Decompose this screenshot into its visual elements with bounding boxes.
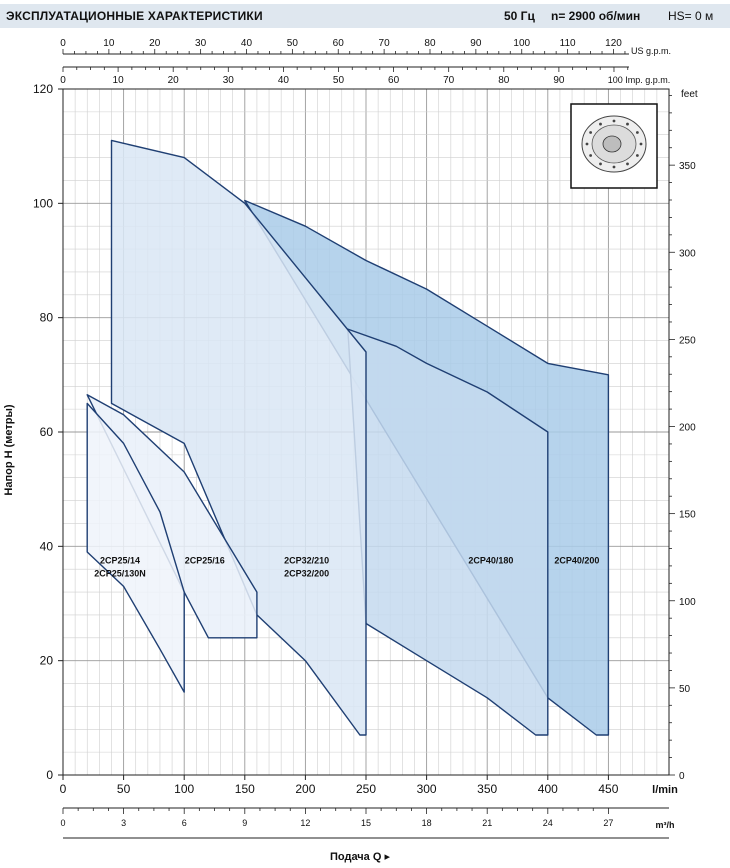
imp-gpm-tick-label: 50 [333,75,345,86]
region-2cp32-210 [110,139,367,736]
m3h-tick-label: 18 [422,818,432,828]
region-label: 2CP32/210 [284,555,329,565]
x-unit-lmin: l/min [652,784,678,796]
imp-gpm-label: 100 Imp. g.p.m. [608,75,671,85]
imp-gpm-tick-label: 90 [553,75,565,86]
x-tick-label: 250 [356,782,376,796]
m3h-tick-label: 0 [60,818,65,828]
pump-bolt-icon [585,142,589,146]
feet-tick-label: 200 [679,423,696,434]
feet-tick-label: 0 [679,771,685,782]
region-label: 2CP25/130N [94,568,146,578]
imp-gpm-tick-label: 0 [60,75,66,86]
x-axis-title: Подача Q ▸ [300,850,420,863]
m3h-tick-label: 9 [242,818,247,828]
pump-bolt-icon [599,162,602,166]
y-tick-label: 120 [33,82,53,96]
pump-bolt-icon [639,142,643,146]
feet-tick-label: 350 [679,161,696,172]
x-axis-arrow-icon: ▸ [384,851,391,863]
us-gpm-tick-label: 50 [287,38,299,49]
region-label: 2CP25/16 [185,555,225,565]
feet-label: feet [681,89,698,100]
imp-gpm-tick-label: 30 [223,75,235,86]
pump-bolt-icon [635,154,639,157]
x-tick-label: 300 [417,782,437,796]
x-tick-label: 50 [117,782,131,796]
region-2cp40-180 [347,328,549,736]
x-tick-label: 150 [235,782,255,796]
feet-tick-label: 300 [679,248,696,259]
imp-gpm-tick-label: 20 [168,75,180,86]
pump-bolt-icon [612,165,616,169]
us-gpm-label: US g.p.m. [631,46,671,56]
y-tick-label: 20 [40,654,54,668]
y-tick-label: 100 [33,196,53,210]
us-gpm-tick-label: 0 [60,38,66,49]
pump-bolt-icon [612,119,616,123]
us-gpm-tick-label: 120 [605,38,622,49]
region-2cp25-14 [86,402,185,693]
us-gpm-tick-label: 100 [513,38,530,49]
y-tick-label: 40 [40,539,54,553]
imp-gpm-tick-label: 70 [443,75,455,86]
m3h-tick-label: 12 [300,818,310,828]
x-tick-label: 0 [60,782,67,796]
y-tick-label: 60 [40,425,54,439]
x-tick-label: 400 [538,782,558,796]
x-tick-label: 350 [477,782,497,796]
imp-gpm-tick-label: 60 [388,75,400,86]
x-unit-m3h: m³/h [656,820,675,830]
header-title: ЭКСПЛУАТАЦИОННЫЕ ХАРАКТЕРИСТИКИ [6,9,263,23]
imp-gpm-tick-label: 80 [498,75,510,86]
us-gpm-tick-label: 60 [333,38,345,49]
m3h-tick-label: 15 [361,818,371,828]
x-tick-label: 200 [295,782,315,796]
feet-tick-label: 100 [679,597,696,608]
feet-tick-label: 50 [679,684,691,695]
region-label: 2CP32/200 [284,568,329,578]
header-speed: n= 2900 об/мин [551,9,641,23]
imp-gpm-tick-label: 10 [113,75,125,86]
us-gpm-tick-label: 30 [195,38,207,49]
pump-hub-icon [602,135,622,153]
pump-bolt-icon [635,131,639,134]
pump-bolt-icon [626,122,629,126]
us-gpm-tick-label: 80 [424,38,436,49]
pump-bolt-icon [589,131,593,134]
m3h-tick-label: 3 [121,818,126,828]
y-axis-title-wrap: Напор H (метры) [3,404,23,495]
pump-bolt-icon [599,122,602,126]
pump-bolt-icon [589,154,593,157]
region-label: 2CP40/200 [554,555,599,565]
m3h-tick-label: 6 [182,818,187,828]
x-axis-title-text: Подача Q [329,851,382,863]
region-label: 2CP40/180 [468,555,513,565]
header-bar: ЭКСПЛУАТАЦИОННЫЕ ХАРАКТЕРИСТИКИ 50 Гц n=… [0,4,730,28]
header-frequency: 50 Гц [504,9,535,23]
feet-tick-label: 150 [679,510,696,521]
us-gpm-tick-label: 110 [560,38,576,49]
imp-gpm-tick-label: 40 [278,75,290,86]
us-gpm-tick-label: 70 [379,38,391,49]
x-tick-label: 100 [174,782,194,796]
header-hs: HS= 0 м [668,9,714,23]
us-gpm-tick-label: 20 [149,38,161,49]
y-axis-title: Напор H (метры) [3,404,15,496]
m3h-tick-label: 24 [543,818,553,828]
us-gpm-tick-label: 40 [241,38,253,49]
us-gpm-tick-label: 10 [103,38,115,49]
region-label: 2CP25/14 [100,555,140,565]
feet-tick-label: 250 [679,335,696,346]
pump-bolt-icon [626,162,629,166]
m3h-tick-label: 21 [482,818,492,828]
y-tick-label: 0 [46,768,53,782]
x-tick-label: 450 [598,782,618,796]
y-tick-label: 80 [40,311,54,325]
us-gpm-tick-label: 90 [470,38,482,49]
m3h-tick-label: 27 [603,818,613,828]
